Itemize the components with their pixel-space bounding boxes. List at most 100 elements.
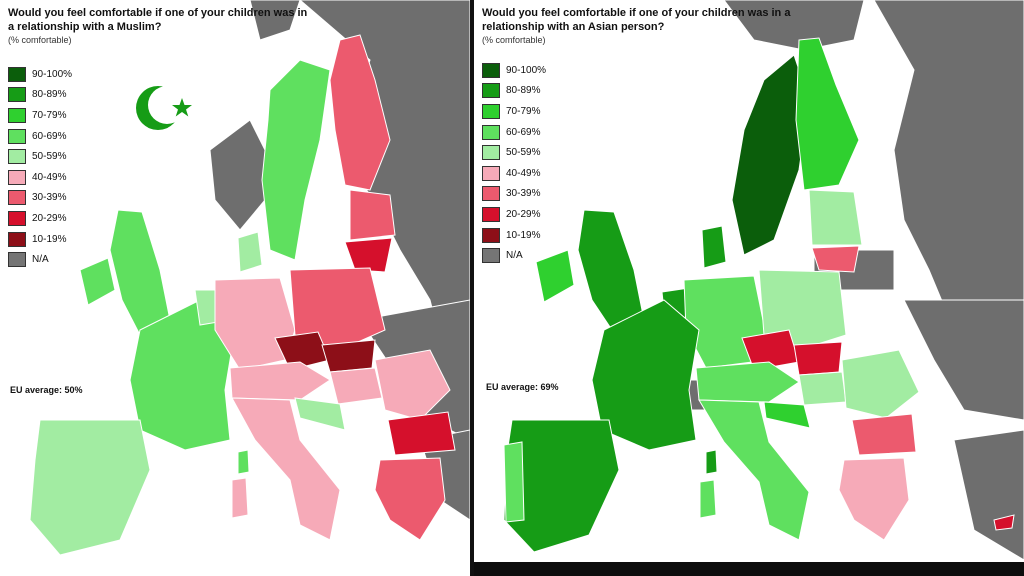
country-uk — [577, 209, 645, 331]
country-norway-sweden — [261, 59, 331, 261]
country-lithuania — [344, 237, 393, 273]
country-slovenia-croatia — [294, 397, 346, 431]
legend-swatch — [482, 124, 500, 140]
country-hungary — [798, 371, 847, 406]
country-greece — [838, 457, 910, 541]
legend-item: 70-79% — [482, 101, 546, 122]
star-and-crescent-icon — [136, 86, 192, 130]
legend-swatch — [8, 128, 26, 144]
video-bottom-bar — [474, 562, 1024, 576]
legend-label: 60-69% — [32, 130, 67, 142]
legend-item: 30-39% — [8, 188, 72, 209]
legend-item: 80-89% — [482, 81, 546, 102]
country-romania — [374, 349, 451, 421]
country-denmark — [237, 231, 263, 273]
country-slovakia — [321, 339, 376, 373]
legend-swatch — [8, 190, 26, 206]
country-iberia — [29, 419, 151, 556]
legend-item: 50-59% — [482, 142, 546, 163]
country-poland — [758, 269, 847, 351]
country-bulgaria — [387, 411, 456, 456]
legend-swatch — [482, 248, 500, 264]
country-bulgaria — [851, 413, 917, 456]
right-map-panel: Would you feel comfortable if one of you… — [474, 0, 1024, 576]
legend-item: 20-29% — [482, 204, 546, 225]
legend-label: 20-29% — [506, 208, 541, 220]
legend-swatch — [482, 145, 500, 161]
country-estonia-latvia — [808, 189, 863, 246]
right-eu-average: EU average: 69% — [486, 382, 559, 392]
country-ireland — [535, 249, 575, 303]
left-eu-average: EU average: 50% — [10, 385, 83, 395]
europe-map-asian — [503, 0, 1024, 561]
legend-label: N/A — [506, 250, 523, 262]
country-estonia-latvia — [349, 189, 396, 241]
panel-divider — [470, 0, 474, 576]
country-finland — [329, 34, 391, 191]
legend-label: 30-39% — [506, 188, 541, 200]
legend-label: 10-19% — [32, 233, 67, 245]
legend-label: 60-69% — [506, 126, 541, 138]
legend-swatch — [8, 87, 26, 103]
legend-label: 70-79% — [506, 105, 541, 117]
europe-map-muslim — [29, 0, 470, 556]
country-denmark — [701, 225, 727, 269]
country-italy — [231, 397, 341, 541]
legend-item: 50-59% — [8, 146, 72, 167]
countries — [29, 34, 456, 556]
legend-label: 80-89% — [506, 85, 541, 97]
legend-item: 60-69% — [482, 122, 546, 143]
country-corsica — [237, 449, 250, 475]
legend-swatch — [482, 103, 500, 119]
legend-swatch — [482, 186, 500, 202]
country-uk — [109, 209, 171, 336]
country-corsica — [705, 449, 718, 475]
legend-label: 70-79% — [32, 109, 67, 121]
legend-swatch — [482, 227, 500, 243]
legend-item: 70-79% — [8, 105, 72, 126]
country-slovakia — [793, 341, 843, 376]
country-portugal — [503, 441, 525, 523]
legend-swatch — [8, 169, 26, 185]
country-sardinia — [231, 477, 249, 519]
countries — [503, 37, 1015, 553]
legend-swatch — [8, 231, 26, 247]
country-finland — [795, 37, 860, 191]
right-map-title: Would you feel comfortable if one of you… — [482, 6, 802, 46]
legend-swatch — [482, 62, 500, 78]
legend-item: 40-49% — [8, 167, 72, 188]
legend-label: 90-100% — [32, 68, 73, 80]
country-austria-switzerland — [229, 361, 331, 401]
legend-swatch — [482, 165, 500, 181]
country-greece — [374, 457, 446, 541]
left-map-subtitle: (% comfortable) — [8, 35, 72, 45]
country-lithuania — [811, 245, 860, 273]
legend-label: 50-59% — [506, 147, 541, 159]
legend-item: N/A — [8, 249, 72, 270]
legend-swatch — [8, 66, 26, 82]
legend-swatch — [8, 149, 26, 165]
country-austria-switzerland — [695, 361, 800, 403]
country-cyprus — [993, 514, 1015, 531]
legend-label: 10-19% — [506, 229, 541, 241]
legend-item: 80-89% — [8, 85, 72, 106]
legend-label: 20-29% — [32, 212, 67, 224]
legend-label: 40-49% — [506, 167, 541, 179]
legend-item: 40-49% — [482, 163, 546, 184]
left-map-panel: Would you feel comfortable if one of you… — [0, 0, 470, 576]
right-map-subtitle: (% comfortable) — [482, 35, 546, 45]
legend-swatch — [482, 83, 500, 99]
legend-item: 20-29% — [8, 208, 72, 229]
legend-item: N/A — [482, 245, 546, 266]
legend-swatch — [8, 107, 26, 123]
legend-item: 60-69% — [8, 126, 72, 147]
legend-item: 90-100% — [8, 64, 72, 85]
legend-label: 90-100% — [506, 64, 547, 76]
legend-swatch — [8, 252, 26, 268]
country-ireland — [79, 257, 116, 306]
country-sardinia — [699, 479, 717, 519]
left-legend: 90-100% 80-89% 70-79% 60-69% 50-59% 40-4… — [8, 64, 72, 270]
country-france — [591, 299, 700, 451]
right-legend: 90-100% 80-89% 70-79% 60-69% 50-59% 40-4… — [482, 60, 546, 266]
country-romania — [841, 349, 920, 419]
